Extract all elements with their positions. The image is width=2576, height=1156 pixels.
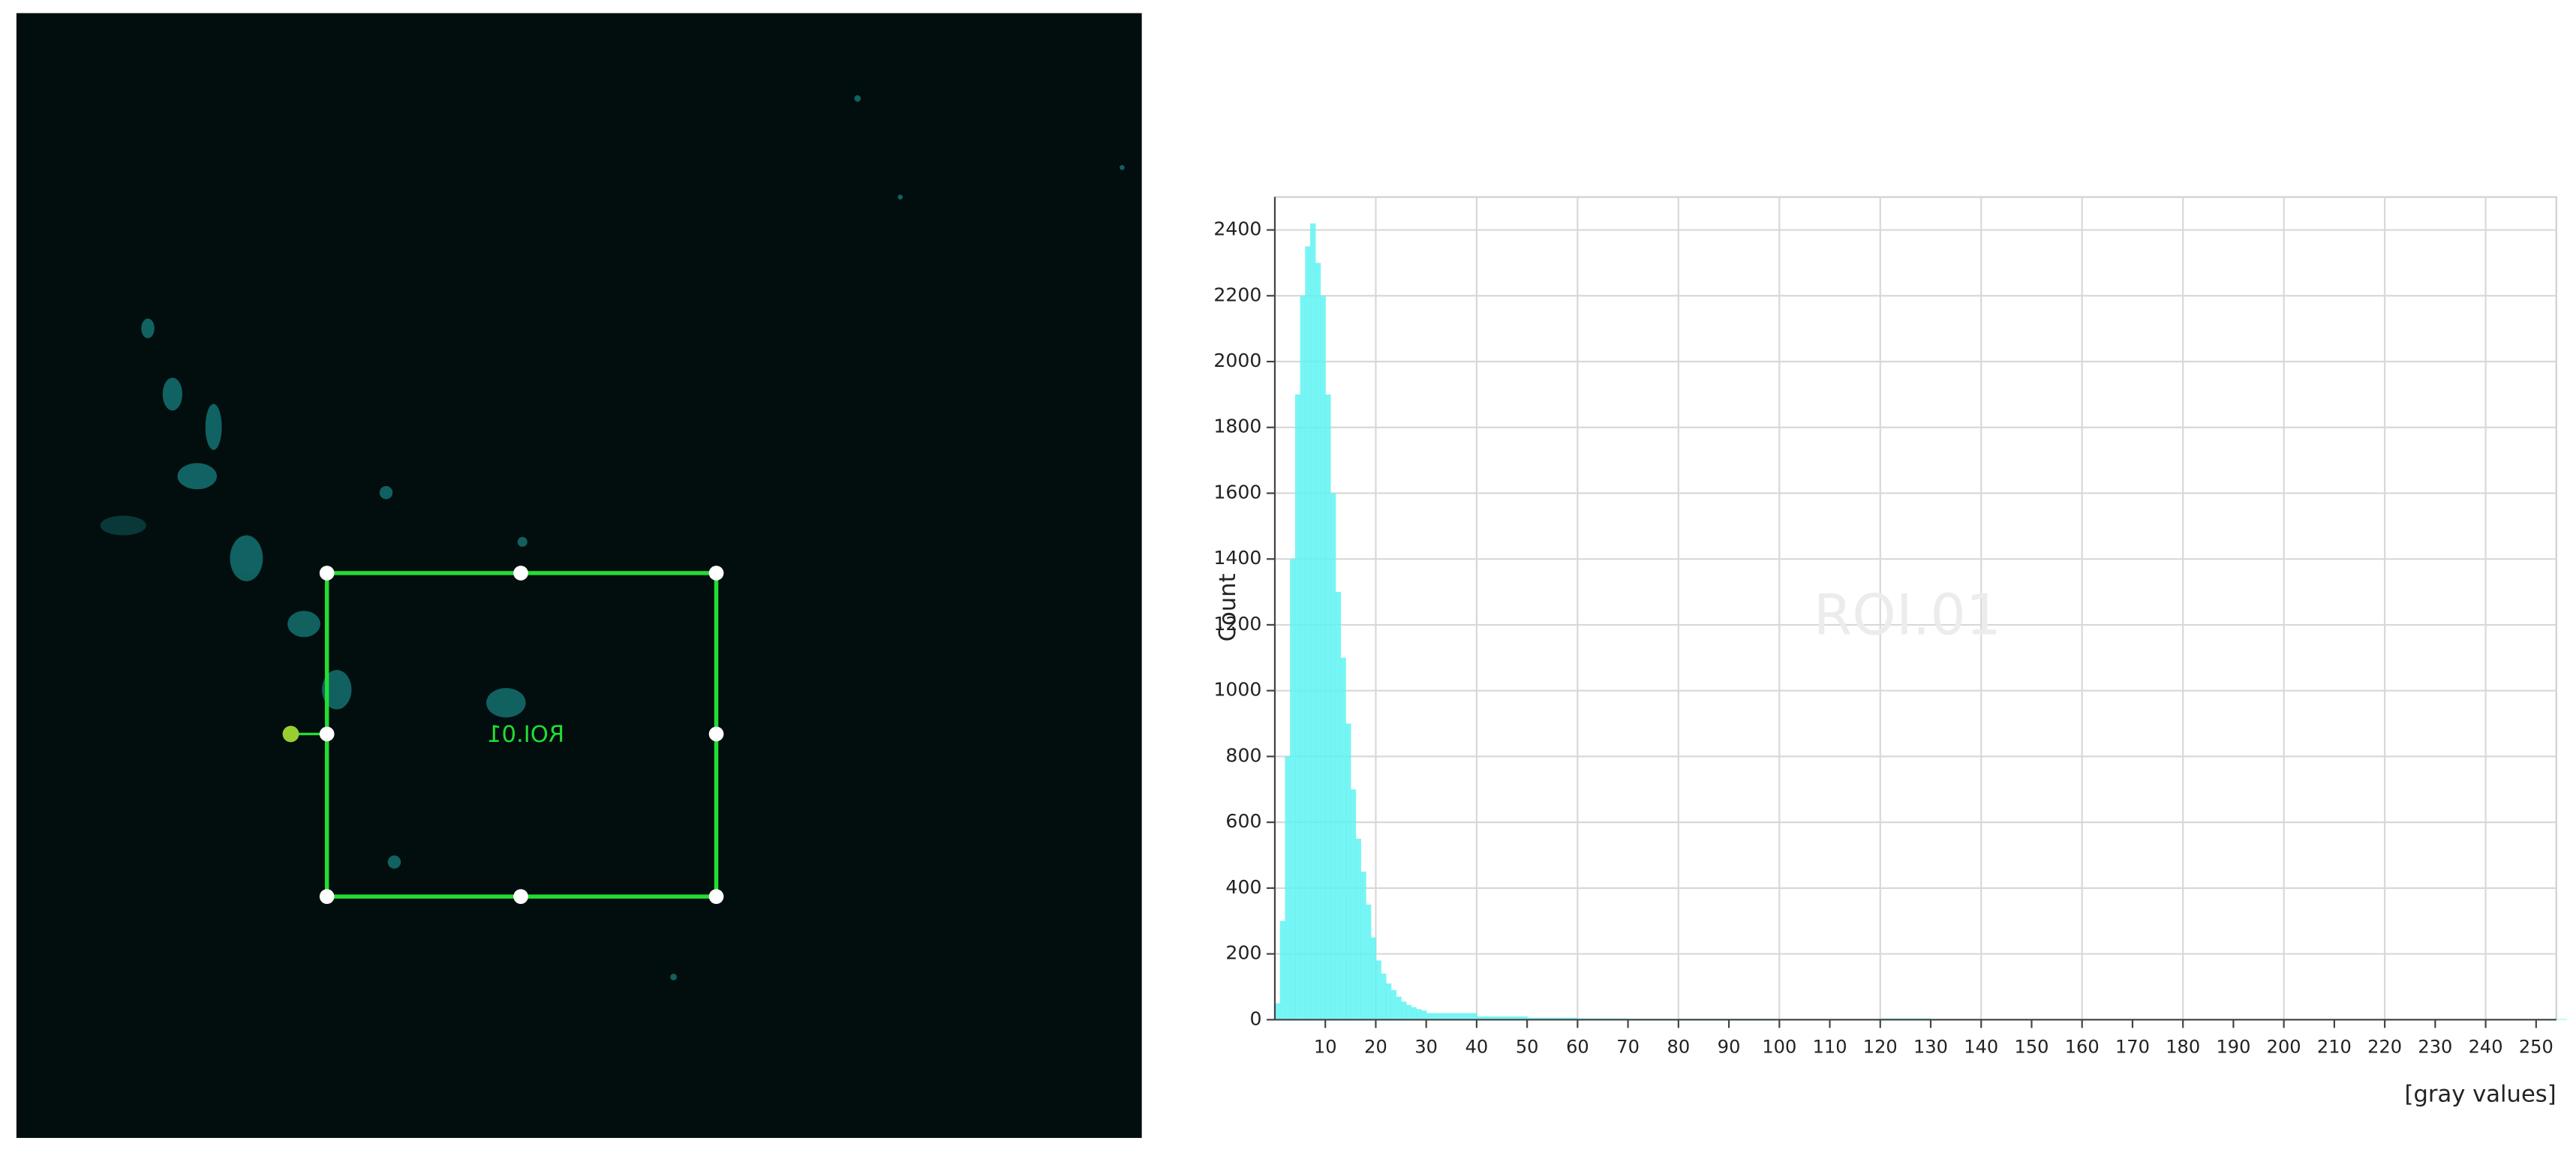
histogram-bar	[1305, 246, 1311, 1020]
x-tick-label: 100	[1762, 1037, 1796, 1058]
x-tick-label: 170	[2115, 1037, 2150, 1058]
x-tick-label: 90	[1718, 1037, 1741, 1058]
histogram-bar	[1320, 296, 1326, 1020]
x-tick-label: 250	[2519, 1037, 2553, 1058]
y-tick-label: 1800	[1213, 416, 1261, 437]
histogram-bar	[1385, 983, 1392, 1020]
handle[interactable]	[319, 889, 335, 905]
histogram-bar	[1375, 960, 1381, 1020]
x-tick-label: 130	[1913, 1037, 1948, 1058]
y-tick-label: 1600	[1213, 481, 1261, 503]
x-tick-label: 240	[2469, 1037, 2503, 1058]
histogram-bar	[1274, 1003, 1281, 1020]
y-tick-label: 1200	[1213, 613, 1261, 635]
x-tick-label: 40	[1465, 1037, 1489, 1058]
histogram-bar	[1527, 1017, 1579, 1020]
histogram-bar	[1381, 973, 1387, 1020]
handle[interactable]	[708, 726, 724, 742]
image-speckles	[100, 95, 1125, 980]
y-tick-label: 1400	[1213, 547, 1261, 569]
histogram-bar	[1315, 263, 1321, 1020]
x-tick-label: 60	[1566, 1037, 1589, 1058]
y-tick-label: 2000	[1213, 350, 1261, 371]
handle[interactable]	[319, 566, 335, 581]
x-tick-label: 210	[2317, 1037, 2352, 1058]
histogram-bar	[1325, 394, 1331, 1020]
histogram-bar	[1285, 756, 1291, 1020]
histogram-bar	[1476, 1016, 1528, 1020]
rotate-handle[interactable]	[282, 725, 299, 743]
x-tick-label: 150	[2015, 1037, 2049, 1058]
x-tick-label: 200	[2267, 1037, 2301, 1058]
histogram-bar	[1294, 394, 1301, 1020]
histogram-bar	[1355, 839, 1361, 1020]
histogram-bar	[1360, 871, 1366, 1020]
x-axis-label: [gray values]	[2405, 1082, 2556, 1108]
x-tick-label: 160	[2065, 1037, 2100, 1058]
y-tick-label: 800	[1225, 744, 1261, 766]
roi-label: ROI.01	[487, 722, 564, 748]
x-tick-label: 120	[1863, 1037, 1898, 1058]
histogram-bar	[1290, 559, 1296, 1020]
histogram-bar	[1396, 996, 1402, 1020]
x-tick-label: 70	[1616, 1037, 1640, 1058]
image-panel: ROI.01	[16, 13, 1142, 1138]
histogram-bar	[1310, 223, 1316, 1020]
x-tick-label: 110	[1813, 1037, 1847, 1058]
histogram-bar	[1401, 1001, 1407, 1020]
y-tick-label: 2200	[1213, 284, 1261, 305]
x-tick-label: 80	[1667, 1037, 1691, 1058]
y-tick-label: 400	[1225, 876, 1261, 898]
y-tick-label: 2400	[1213, 218, 1261, 240]
histogram-bar	[1390, 989, 1397, 1020]
x-tick-label: 30	[1414, 1037, 1438, 1058]
y-tick-label: 600	[1225, 810, 1261, 832]
chart-watermark: ROI.01	[1814, 583, 2002, 648]
histogram-chart: 0 200 400 600 800 1000 1200 1400 1600 1800 2000 220…	[1213, 196, 2567, 1108]
y-tick-label: 200	[1225, 942, 1261, 964]
x-tick-label: 180	[2166, 1037, 2200, 1058]
x-tick-label: 190	[2216, 1037, 2250, 1058]
handle[interactable]	[513, 566, 528, 581]
histogram-bar	[1279, 920, 1286, 1020]
image-background	[16, 13, 1142, 1138]
x-tick-label: 220	[2367, 1037, 2402, 1058]
histogram-bar	[1416, 1009, 1422, 1020]
y-tick-label: 0	[1249, 1007, 1261, 1029]
roi-handles	[319, 566, 724, 905]
histogram-bar	[1405, 1004, 1412, 1020]
histogram-bar	[1350, 789, 1357, 1020]
histogram-bar	[1335, 592, 1342, 1020]
handle[interactable]	[708, 566, 724, 581]
x-tick-label: 140	[1964, 1037, 1998, 1058]
x-tick-label: 230	[2418, 1037, 2452, 1058]
histogram-bar	[1300, 296, 1306, 1020]
handle[interactable]	[319, 726, 335, 742]
histogram-bar	[1340, 657, 1346, 1020]
handle[interactable]	[513, 889, 528, 905]
histogram-bar	[1420, 1010, 1427, 1020]
y-axis-label: Count	[1215, 573, 1241, 641]
histogram-bar	[1411, 1007, 1417, 1020]
histogram-bar	[1370, 937, 1377, 1020]
x-tick-label: 20	[1364, 1037, 1387, 1058]
histogram-bar	[1366, 904, 1372, 1020]
x-tick-label: 50	[1516, 1037, 1539, 1058]
histogram-bar	[1330, 493, 1336, 1020]
plot-area	[1273, 196, 2557, 1021]
histogram-bar	[1426, 1013, 1477, 1020]
histogram-bar	[1345, 723, 1351, 1020]
y-tick-label: 1000	[1213, 679, 1261, 701]
x-tick-label: 10	[1314, 1037, 1337, 1058]
handle[interactable]	[708, 889, 724, 905]
